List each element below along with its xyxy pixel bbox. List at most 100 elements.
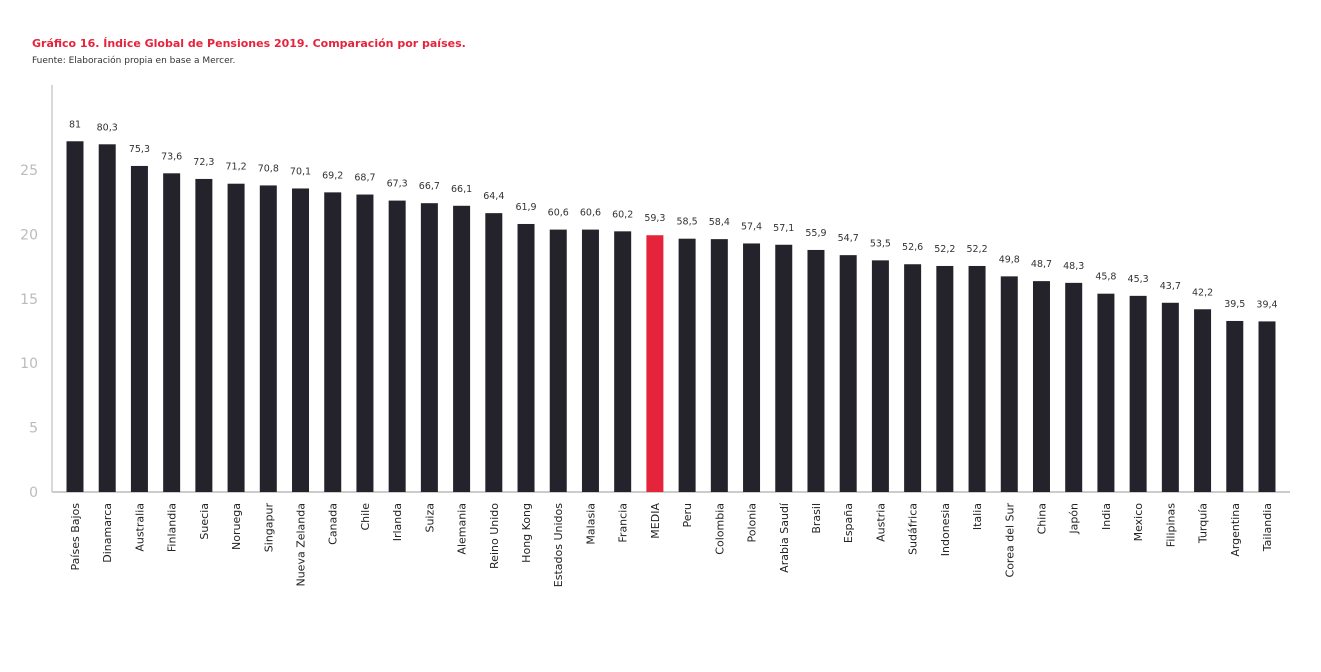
category-label: MEDIA <box>649 503 662 539</box>
data-label: 42,2 <box>1192 287 1213 298</box>
bar <box>195 178 213 493</box>
bar <box>227 183 245 493</box>
y-tick-label: 20 <box>20 227 38 243</box>
bar <box>356 194 374 493</box>
data-label: 45,8 <box>1095 272 1116 283</box>
data-label: 80,3 <box>97 122 118 133</box>
category-label: Austria <box>874 503 887 542</box>
category-label: China <box>1035 503 1048 534</box>
data-label: 66,7 <box>419 181 440 192</box>
data-label: 52,6 <box>902 242 923 253</box>
bar <box>485 213 503 492</box>
category-label: Irlanda <box>391 503 404 541</box>
data-label: 45,3 <box>1128 274 1149 285</box>
bar <box>743 243 761 492</box>
bar <box>968 265 986 492</box>
data-label: 59,3 <box>644 213 665 224</box>
category-label: Países Bajos <box>69 503 82 571</box>
data-label: 64,4 <box>483 191 504 202</box>
bar <box>807 249 825 492</box>
data-label: 60,6 <box>548 208 569 219</box>
category-label: Nueva Zelanda <box>295 503 308 587</box>
data-label: 52,2 <box>934 244 955 255</box>
bar <box>614 231 632 493</box>
category-label: Colombia <box>713 503 726 555</box>
category-label: Italia <box>971 503 984 530</box>
bar <box>1065 282 1083 492</box>
category-label: Japón <box>1068 503 1081 535</box>
category-label: Mexico <box>1132 503 1145 542</box>
bar <box>710 239 728 492</box>
category-label: Finlandia <box>166 503 179 552</box>
category-label: Canada <box>327 503 340 545</box>
category-label: Malasia <box>584 503 597 545</box>
data-label: 39,4 <box>1256 299 1277 310</box>
category-label: Suecia <box>198 503 211 540</box>
data-label: 53,5 <box>870 238 891 249</box>
bar <box>292 188 310 493</box>
category-label: Hong Kong <box>520 503 533 563</box>
data-label: 55,9 <box>805 228 826 239</box>
category-label: Turquía <box>1197 503 1210 544</box>
bar <box>936 265 954 492</box>
category-label: Chile <box>359 503 372 531</box>
category-label: Polonia <box>746 503 759 543</box>
data-label: 73,6 <box>161 151 182 162</box>
category-label: Peru <box>681 503 694 528</box>
bar <box>1000 276 1018 492</box>
data-label: 70,1 <box>290 166 311 177</box>
data-label: 75,3 <box>129 144 150 155</box>
category-label: España <box>842 503 855 543</box>
chart-title: Gráfico 16. Índice Global de Pensiones 2… <box>32 37 466 50</box>
bar <box>581 229 599 493</box>
data-label: 57,4 <box>741 221 762 232</box>
bar <box>1129 295 1147 492</box>
y-tick-label: 5 <box>29 421 38 437</box>
chart-source: Fuente: Elaboración propia en base a Mer… <box>32 56 236 66</box>
data-label: 70,8 <box>258 163 279 174</box>
data-label: 52,2 <box>966 244 987 255</box>
bar <box>259 185 277 492</box>
category-label: Suiza <box>423 503 436 533</box>
data-label: 68,7 <box>354 173 375 184</box>
bar <box>130 165 148 493</box>
bar <box>839 255 857 492</box>
category-label: Corea del Sur <box>1003 503 1016 578</box>
category-label: Brasil <box>810 503 823 534</box>
bar <box>1226 320 1244 492</box>
bar <box>66 141 84 492</box>
bar <box>163 173 181 492</box>
data-label: 58,4 <box>709 217 730 228</box>
y-tick-label: 0 <box>29 485 38 501</box>
data-label: 48,3 <box>1063 261 1084 272</box>
data-label: 43,7 <box>1160 281 1181 292</box>
data-label: 39,5 <box>1224 299 1245 310</box>
data-label: 49,8 <box>999 254 1020 265</box>
bar <box>98 144 116 492</box>
bar <box>1097 293 1115 492</box>
data-label: 48,7 <box>1031 259 1052 270</box>
bar <box>420 203 438 492</box>
y-tick-label: 25 <box>20 163 38 179</box>
category-label: Australia <box>133 503 146 552</box>
category-label: Tailandia <box>1261 503 1274 552</box>
category-label: Singapur <box>262 503 275 553</box>
bar <box>775 244 793 492</box>
bar <box>1258 321 1276 492</box>
bar <box>1194 309 1212 492</box>
category-label: Francia <box>617 503 630 543</box>
y-tick-label: 10 <box>20 356 38 372</box>
category-label: Argentina <box>1229 503 1242 557</box>
bar <box>646 235 664 492</box>
data-label: 60,6 <box>580 208 601 219</box>
data-label: 61,9 <box>515 202 536 213</box>
bar <box>904 264 922 492</box>
category-label: Reino Unido <box>488 503 501 569</box>
category-label: Arabia Saudí <box>778 502 791 573</box>
category-label: India <box>1100 503 1113 530</box>
bar <box>1161 302 1179 492</box>
bar <box>517 223 535 492</box>
bar <box>871 260 889 492</box>
data-label: 72,3 <box>193 157 214 168</box>
